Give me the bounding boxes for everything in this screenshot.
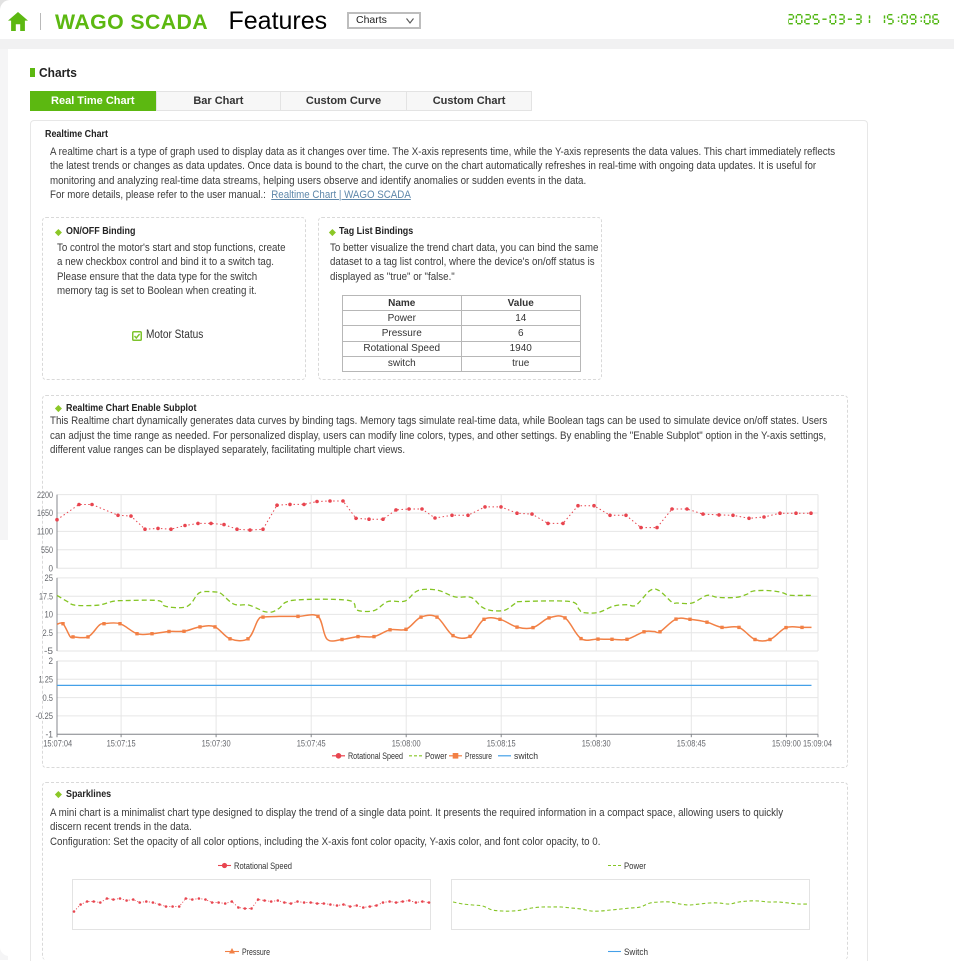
svg-text:Pressure: Pressure	[465, 751, 492, 761]
svg-text:0: 0	[49, 563, 54, 574]
svg-text:15:08:30: 15:08:30	[582, 739, 611, 750]
svg-text:Rotational Speed: Rotational Speed	[348, 751, 403, 761]
svg-text:Power: Power	[624, 861, 646, 871]
svg-text:15:07:15: 15:07:15	[107, 739, 136, 750]
svg-text:2200: 2200	[37, 490, 53, 501]
svg-text:15:08:00: 15:08:00	[392, 739, 421, 750]
svg-text:-5: -5	[44, 646, 53, 657]
svg-text:10: 10	[45, 610, 54, 621]
svg-text:Pressure: Pressure	[242, 947, 270, 957]
svg-text:15:07:04: 15:07:04	[43, 739, 72, 750]
svg-text:-1: -1	[46, 729, 54, 740]
svg-text:2: 2	[49, 656, 54, 667]
svg-text:25: 25	[45, 573, 54, 584]
svg-text:15:09:04: 15:09:04	[803, 739, 832, 750]
svg-text:15:09:00: 15:09:00	[772, 739, 801, 750]
svg-text:0.5: 0.5	[43, 693, 54, 704]
svg-text:15:08:15: 15:08:15	[487, 739, 516, 750]
svg-text:1.25: 1.25	[39, 675, 54, 686]
svg-text:2.5: 2.5	[43, 628, 54, 639]
svg-text:-0.25: -0.25	[36, 711, 54, 722]
svg-text:Rotational Speed: Rotational Speed	[234, 861, 292, 871]
svg-text:switch: switch	[514, 751, 538, 761]
svg-text:15:08:45: 15:08:45	[677, 739, 706, 750]
svg-text:550: 550	[41, 545, 53, 556]
svg-text:17.5: 17.5	[39, 591, 53, 602]
svg-text:15:07:30: 15:07:30	[202, 739, 231, 750]
svg-text:1100: 1100	[37, 527, 53, 538]
svg-text:Power: Power	[425, 751, 447, 761]
svg-text:1650: 1650	[37, 508, 53, 519]
svg-text:Switch: Switch	[624, 947, 648, 957]
svg-text:15:07:45: 15:07:45	[297, 739, 326, 750]
